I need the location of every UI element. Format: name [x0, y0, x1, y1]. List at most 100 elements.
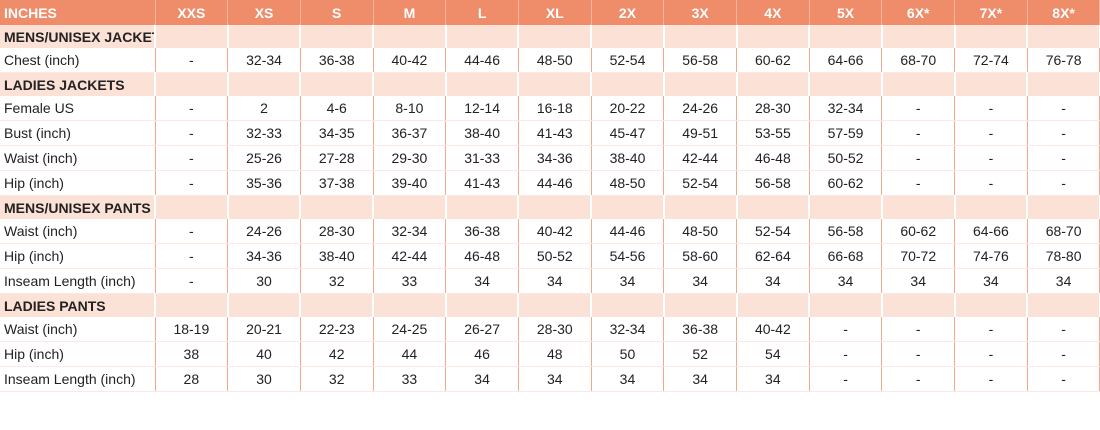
size-value: 36-38	[300, 48, 374, 73]
size-value: 48-50	[663, 219, 737, 244]
section-cell	[445, 293, 520, 317]
column-header: XXS	[155, 0, 229, 25]
size-value: 40-42	[736, 317, 810, 342]
size-value: 56-58	[809, 219, 883, 244]
section-cell	[881, 293, 956, 317]
section-cell	[518, 72, 593, 96]
section-cell	[663, 195, 738, 219]
section-title: LADIES PANTS	[0, 293, 156, 317]
size-value: 60-62	[809, 170, 883, 196]
size-value: 42-44	[373, 243, 447, 269]
row-label: Inseam Length (inch)	[0, 366, 156, 392]
size-value: 24-25	[373, 317, 447, 342]
size-value: 20-22	[591, 96, 665, 121]
size-value: 52	[663, 341, 737, 367]
section-title: MENS/UNISEX JACKETS	[0, 25, 156, 48]
size-value: 35-36	[227, 170, 301, 196]
size-value: -	[1027, 170, 1100, 196]
data-row: Bust (inch) -32-33 34-35 36-37 38-40 41-43 45-…	[0, 120, 1100, 146]
size-value: 40-42	[518, 219, 592, 244]
section-cell	[300, 293, 375, 317]
size-value: -	[1027, 96, 1100, 121]
size-value: -	[1027, 341, 1100, 367]
size-value: 36-37	[373, 120, 447, 146]
size-value: -	[1027, 120, 1100, 146]
size-value: 64-66	[809, 48, 883, 73]
size-value: 53-55	[736, 120, 810, 146]
section-cell	[1027, 195, 1100, 219]
size-value: 32	[300, 366, 374, 392]
size-value: -	[881, 341, 956, 367]
section-cell	[736, 195, 811, 219]
size-value: 38-40	[300, 243, 374, 269]
size-chart: INCHES XXS XS S M L XL 2X 3X 4X 5X 6X* 7X* 8X* MENS/U…	[0, 0, 1100, 392]
size-value: 72-74	[954, 48, 1028, 73]
size-value: 52-54	[591, 48, 665, 73]
section-cell	[373, 72, 447, 96]
section-cell	[445, 195, 520, 219]
section-cell	[663, 293, 738, 317]
section-cell	[591, 195, 665, 219]
size-value: 28-30	[300, 219, 374, 244]
size-value: 39-40	[373, 170, 447, 196]
size-value: 57-59	[809, 120, 883, 146]
size-value: 34	[591, 366, 665, 392]
size-value: 31-33	[445, 145, 519, 171]
section-row: MENS/UNISEX PANTS	[0, 195, 1100, 219]
size-value: 54	[736, 341, 810, 367]
size-value: 76-78	[1027, 48, 1100, 73]
size-value: -	[155, 170, 229, 196]
size-value: 34	[809, 268, 883, 294]
data-row: Waist (inch) -25-26 27-28 29-30 31-33 34-36 38…	[0, 145, 1100, 171]
section-cell	[445, 25, 520, 48]
size-value: -	[881, 317, 956, 342]
size-value: 34-36	[227, 243, 301, 269]
size-value: 29-30	[373, 145, 447, 171]
section-cell	[736, 293, 811, 317]
section-cell	[736, 25, 811, 48]
section-cell	[809, 293, 883, 317]
size-value: 28	[155, 366, 229, 392]
size-value: 74-76	[954, 243, 1028, 269]
row-label: Waist (inch)	[0, 317, 156, 342]
size-value: 54-56	[591, 243, 665, 269]
data-row: Hip (inch) 38 40 42 44 46 48 50 52 54- - - -	[0, 341, 1100, 367]
section-cell	[809, 25, 883, 48]
row-label: Waist (inch)	[0, 145, 156, 171]
size-value: -	[954, 145, 1028, 171]
section-cell	[300, 25, 375, 48]
size-value: -	[954, 120, 1028, 146]
size-value: 34	[663, 268, 737, 294]
row-label: Hip (inch)	[0, 341, 156, 367]
section-cell	[155, 25, 229, 48]
section-cell	[155, 72, 229, 96]
data-row: Waist (inch) 18-19 20-21 22-23 24-25 26-27 28-…	[0, 317, 1100, 342]
section-cell	[373, 195, 447, 219]
size-value: -	[809, 341, 883, 367]
column-header: 6X*	[881, 0, 956, 25]
size-value: 24-26	[227, 219, 301, 244]
section-cell	[155, 195, 229, 219]
section-cell	[663, 25, 738, 48]
section-cell	[227, 72, 302, 96]
section-cell	[591, 293, 665, 317]
column-header: S	[300, 0, 374, 25]
section-cell	[954, 25, 1029, 48]
section-title: MENS/UNISEX PANTS	[0, 195, 156, 219]
size-value: -	[809, 366, 883, 392]
size-value: 78-80	[1027, 243, 1100, 269]
size-value: 34	[1027, 268, 1100, 294]
size-value: 4-6	[300, 96, 374, 121]
size-value: 60-62	[881, 219, 956, 244]
section-cell	[518, 25, 593, 48]
section-cell	[1027, 25, 1100, 48]
section-cell	[227, 195, 302, 219]
section-cell	[663, 72, 738, 96]
size-value: -	[954, 170, 1028, 196]
size-value: 32-34	[373, 219, 447, 244]
size-value: 48-50	[518, 48, 592, 73]
column-header: 4X	[736, 0, 810, 25]
section-cell	[227, 293, 302, 317]
section-cell	[373, 25, 447, 48]
section-cell	[1027, 72, 1100, 96]
